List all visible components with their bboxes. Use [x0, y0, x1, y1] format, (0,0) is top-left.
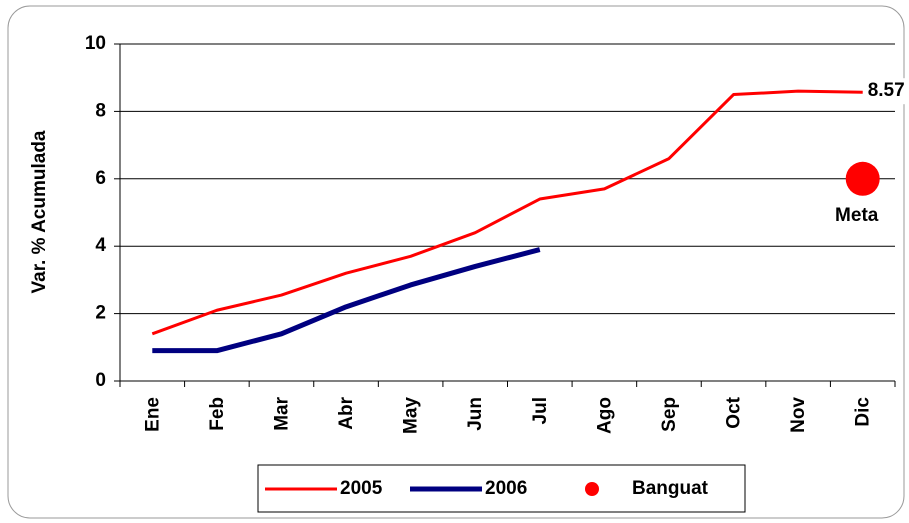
- x-tick-label: Feb: [207, 397, 228, 431]
- legend-marker: [585, 482, 599, 496]
- series-line: [151, 89, 863, 336]
- x-tick-label: Sep: [659, 397, 680, 432]
- x-tick-label: Ago: [594, 397, 615, 434]
- label-bg: [866, 78, 909, 105]
- chart-frame: [7, 5, 905, 519]
- x-tick-label: Jun: [465, 397, 486, 431]
- marker-point: [845, 161, 880, 196]
- y-axis-label: Var. % Acumulada: [29, 130, 50, 293]
- series-line: [152, 247, 541, 354]
- legend-label: 2005: [340, 478, 383, 499]
- legend-box: [257, 464, 746, 513]
- x-tick-label: Jul: [530, 397, 551, 424]
- x-tick-label: Abr: [336, 396, 357, 429]
- data-label: 8.57: [868, 80, 905, 101]
- x-tick-label: Oct: [724, 396, 745, 428]
- x-tick-label: Ene: [142, 397, 163, 432]
- legend-label: 2006: [485, 478, 527, 499]
- y-tick-label: 10: [85, 33, 106, 54]
- x-tick-label: Dic: [853, 397, 874, 427]
- y-tick-label: 0: [95, 370, 106, 391]
- y-tick-label: 8: [95, 100, 106, 121]
- x-tick-label: Mar: [271, 396, 292, 430]
- y-tick-label: 4: [95, 235, 106, 256]
- annotation: Meta: [835, 205, 879, 226]
- y-tick-label: 6: [95, 168, 106, 189]
- x-tick-label: May: [401, 397, 422, 434]
- legend-label: Banguat: [632, 478, 709, 499]
- x-tick-label: Nov: [788, 397, 809, 433]
- y-tick-label: 2: [95, 303, 106, 324]
